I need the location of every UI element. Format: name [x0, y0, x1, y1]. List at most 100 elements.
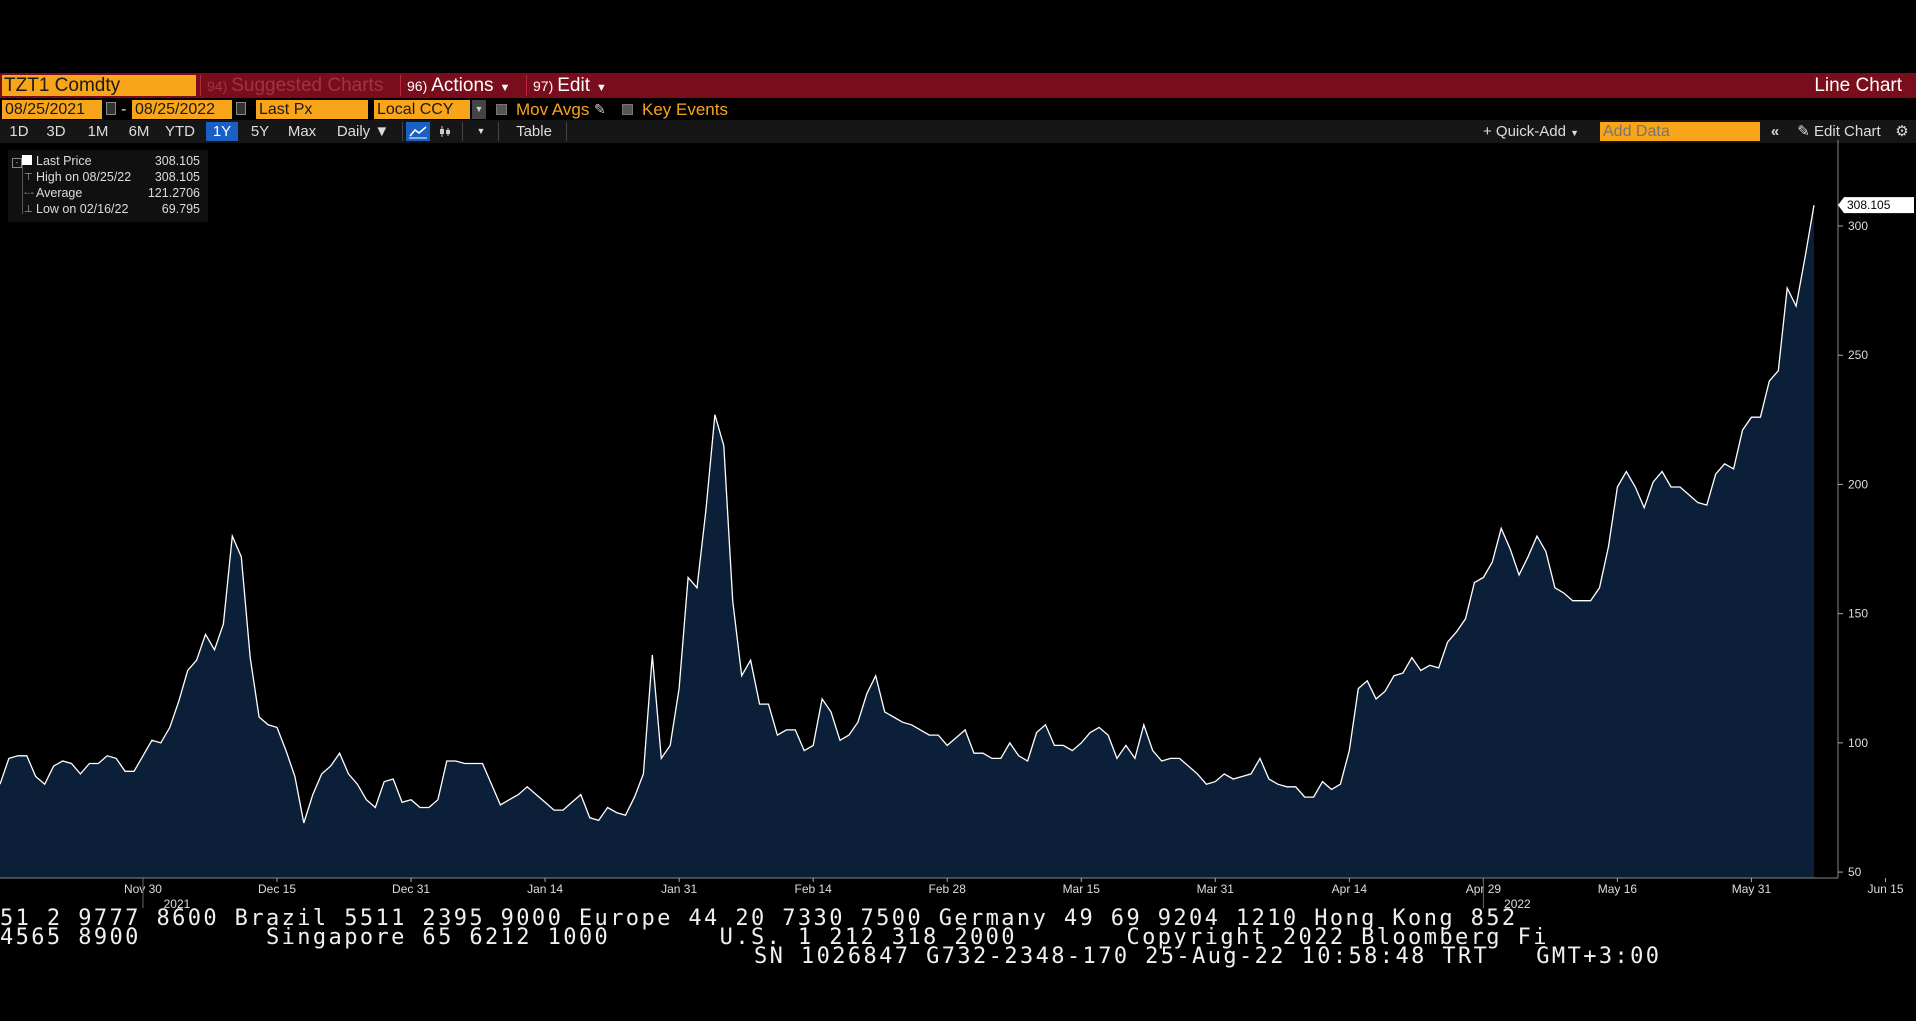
currency-select[interactable]: Local CCY [374, 100, 470, 119]
tree-line [22, 158, 23, 214]
collapse-icon[interactable]: « [1770, 123, 1780, 140]
start-date-field[interactable]: 08/25/2021 [2, 100, 102, 119]
end-date-field[interactable]: 08/25/2022 [132, 100, 232, 119]
price-line [0, 204, 1815, 824]
chevron-down-icon: ▼ [374, 123, 390, 140]
footer-line-2: 4565 8900 Singapore 65 6212 1000 U.S. 1 … [0, 925, 1549, 950]
chevron-down-icon[interactable]: ▼ [472, 100, 486, 119]
title-bar [0, 73, 1916, 98]
range-button-3d[interactable]: 3D [46, 123, 66, 140]
footer-line-3: SN 1026847 G732-2348-170 25-Aug-22 10:58… [754, 944, 1662, 969]
footer-line-1: 51 2 9777 8600 Brazil 5511 2395 9000 Eur… [0, 906, 1518, 931]
mov-avgs-checkbox[interactable] [496, 104, 507, 115]
x-tick-label: Dec 15 [258, 882, 296, 896]
range-button-1y[interactable]: 1Y [206, 122, 238, 141]
last-value-flag [1838, 197, 1914, 214]
x-tick-label: May 31 [1732, 882, 1772, 896]
mov-avgs-label[interactable]: Mov Avgs [516, 100, 590, 119]
range-button-5y[interactable]: 5Y [250, 123, 270, 140]
y-tick-label: 150 [1848, 607, 1868, 621]
low-marker-icon: ⊥ [24, 204, 33, 215]
average-marker-icon: -·- [24, 188, 34, 199]
range-bar [0, 120, 1916, 143]
edit-num: 97) [533, 78, 554, 94]
series-swatch [22, 155, 32, 165]
frequency-label: Daily [336, 123, 371, 140]
key-events-label[interactable]: Key Events [642, 100, 728, 119]
range-button-6m[interactable]: 6M [128, 123, 150, 140]
price-area [0, 205, 1814, 879]
edit-button[interactable]: 97) Edit ▼ [526, 75, 618, 96]
chart-type-label: Line Chart [1814, 75, 1902, 96]
add-data-input[interactable] [1600, 122, 1760, 141]
x-tick-label: Feb 14 [794, 882, 832, 896]
legend-average-label: Average [36, 186, 83, 200]
divider [498, 122, 499, 141]
x-tick-label: Dec 31 [392, 882, 430, 896]
ticker-field[interactable]: TZT1 Comdty [2, 75, 196, 96]
suggested-num: 94) [207, 78, 228, 94]
calendar-icon[interactable] [236, 102, 246, 115]
x-tick-label: Apr 14 [1332, 882, 1368, 896]
legend-high-label: High on 08/25/22 [36, 170, 132, 184]
high-marker-icon: ⊤ [24, 172, 33, 183]
legend-high-value: 308.105 [154, 170, 200, 184]
edit-chart-label: Edit Chart [1814, 123, 1881, 140]
actions-num: 96) [407, 78, 428, 94]
range-button-1m[interactable]: 1M [87, 123, 109, 140]
chevron-down-icon: ▼ [499, 82, 511, 94]
chevron-down-icon: ▼ [595, 82, 607, 94]
divider [402, 122, 403, 141]
field-select[interactable]: Last Px [256, 100, 368, 119]
legend-last-label: Last Price [36, 154, 92, 168]
y-tick-label: 300 [1848, 219, 1868, 233]
range-button-1d[interactable]: 1D [9, 123, 29, 140]
last-value-label: 308.105 [1847, 198, 1891, 212]
x-tick-label: Jan 31 [661, 882, 697, 896]
edit-chart-button[interactable]: ✎ Edit Chart [1792, 122, 1886, 141]
table-button[interactable]: Table [516, 123, 552, 140]
collapse-icon[interactable]: - [12, 158, 22, 168]
legend-panel: - Last Price 308.105 ⊤ High on 08/25/22 30… [8, 150, 208, 222]
quick-add-label: + Quick-Add [1482, 123, 1566, 140]
x-tick-label: Feb 28 [929, 882, 967, 896]
legend-last: Last Price 308.105 [36, 153, 206, 169]
range-button-max[interactable]: Max [287, 123, 317, 140]
y-tick-label: 200 [1848, 477, 1868, 491]
chevron-down-icon[interactable]: ▼ [476, 126, 486, 136]
x-tick-label: Mar 15 [1063, 882, 1101, 896]
suggested-label: Suggested Charts [231, 75, 384, 96]
x-tick-label: Jun 15 [1867, 882, 1903, 896]
actions-label: Actions [431, 75, 494, 96]
year-label: 2022 [1504, 897, 1531, 911]
divider [462, 122, 463, 141]
chevron-down-icon: ▼ [1570, 128, 1580, 138]
legend-last-value: 308.105 [154, 154, 200, 168]
pencil-icon: ✎ [1797, 123, 1810, 140]
y-tick-label: 100 [1848, 736, 1868, 750]
frequency-select[interactable]: Daily ▼ [330, 122, 396, 141]
gear-icon[interactable]: ⚙ [1895, 123, 1909, 140]
legend-average: Average 121.2706 [36, 185, 206, 201]
date-dash: - [121, 101, 127, 118]
divider [566, 122, 567, 141]
legend-average-value: 121.2706 [147, 186, 200, 200]
candlestick-icon[interactable] [434, 122, 456, 141]
legend-low: Low on 02/16/22 69.795 [36, 201, 206, 217]
legend-high: High on 08/25/22 308.105 [36, 169, 206, 185]
calendar-icon[interactable] [106, 102, 116, 115]
line-chart-icon[interactable] [406, 122, 430, 141]
quick-add-button[interactable]: + Quick-Add ▼ [1476, 122, 1586, 141]
pencil-icon[interactable]: ✎ [594, 101, 606, 117]
year-label: 2021 [164, 897, 191, 911]
x-tick-label: Mar 31 [1197, 882, 1235, 896]
key-events-checkbox[interactable] [622, 104, 633, 115]
actions-button[interactable]: 96) Actions ▼ [400, 75, 524, 96]
range-button-ytd[interactable]: YTD [165, 123, 195, 140]
y-tick-label: 250 [1848, 348, 1868, 362]
edit-label: Edit [557, 75, 590, 96]
x-tick-label: May 16 [1598, 882, 1638, 896]
y-tick-label: 50 [1848, 865, 1862, 879]
suggested-charts-button[interactable]: 94) Suggested Charts [200, 75, 398, 96]
